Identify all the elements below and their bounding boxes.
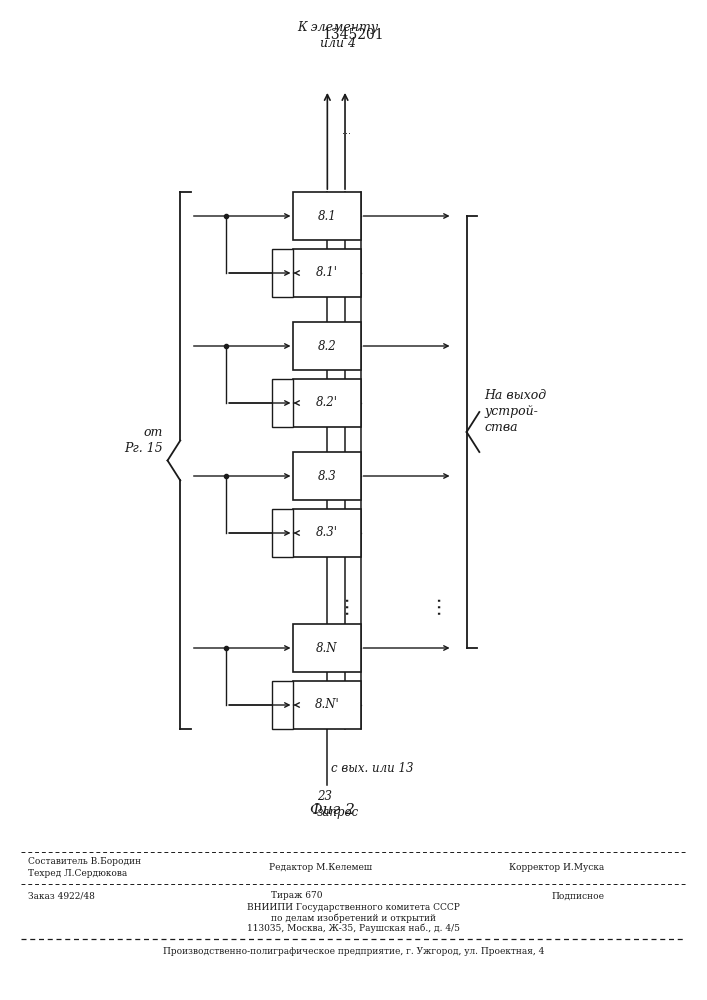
Text: по делам изобретений и открытий: по делам изобретений и открытий [271, 913, 436, 923]
Bar [293, 192, 361, 240]
Text: 8.N': 8.N' [315, 698, 339, 711]
Text: 113035, Москва, Ж-35, Раушская наб., д. 4/5: 113035, Москва, Ж-35, Раушская наб., д. … [247, 923, 460, 933]
Text: Производственно-полиграфическое предприятие, г. Ужгород, ул. Проектная, 4: Производственно-полиграфическое предприя… [163, 948, 544, 956]
Text: ...: ... [342, 126, 351, 136]
Text: ⋯: ⋯ [429, 595, 448, 614]
Text: от
Рг. 15: от Рг. 15 [124, 426, 163, 455]
Bar [293, 249, 361, 297]
Text: 8.1': 8.1' [316, 266, 338, 279]
Text: К элементу
или 4: К элементу или 4 [298, 21, 378, 50]
Bar [293, 452, 361, 500]
Text: 8.1: 8.1 [317, 210, 337, 223]
Text: Заказ 4922/48: Заказ 4922/48 [28, 892, 95, 900]
Bar [293, 624, 361, 672]
Text: ВНИИПИ Государственного комитета СССР: ВНИИПИ Государственного комитета СССР [247, 904, 460, 912]
Bar [272, 681, 293, 729]
Bar [272, 509, 293, 557]
Bar [272, 249, 293, 297]
Bar [293, 379, 361, 427]
Bar [293, 681, 361, 729]
Text: На выход
устрой-
ства: На выход устрой- ства [484, 389, 547, 434]
Bar [272, 379, 293, 427]
Text: ⋯: ⋯ [337, 595, 356, 614]
Text: 8.N: 8.N [316, 642, 338, 654]
Text: Тираж 670: Тираж 670 [271, 892, 322, 900]
Text: Корректор И.Муска: Корректор И.Муска [509, 863, 604, 872]
Text: 23
запрос: 23 запрос [317, 790, 359, 819]
Text: 8.2': 8.2' [316, 396, 338, 410]
Text: Техред Л.Сердюкова: Техред Л.Сердюкова [28, 869, 127, 879]
Text: Редактор М.Келемеш: Редактор М.Келемеш [269, 863, 372, 872]
Bar [293, 509, 361, 557]
Text: с вых. или 13: с вых. или 13 [331, 762, 414, 775]
Text: 8.3': 8.3' [316, 526, 338, 540]
Text: 8.2: 8.2 [317, 340, 337, 353]
Bar [293, 322, 361, 370]
Text: 1345201: 1345201 [322, 28, 385, 42]
Text: Составитель В.Бородин: Составитель В.Бородин [28, 857, 141, 866]
Text: Фиг 2: Фиг 2 [310, 803, 355, 817]
Text: Подписное: Подписное [551, 892, 604, 900]
Text: 8.3: 8.3 [317, 470, 337, 483]
